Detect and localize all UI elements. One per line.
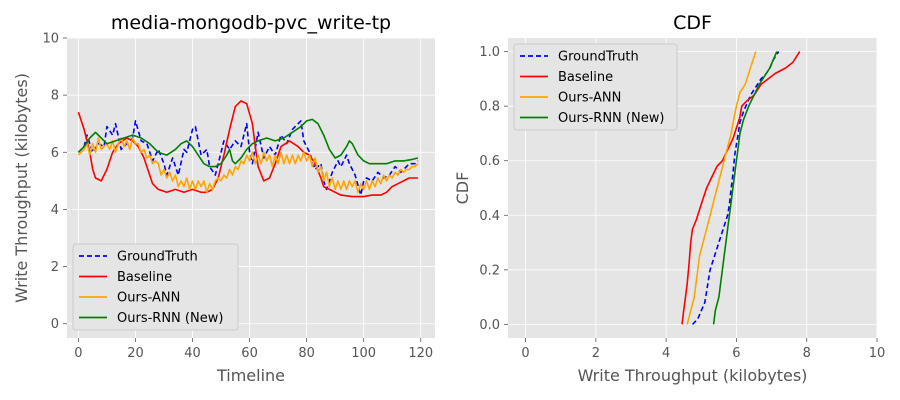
x-axis-label: Timeline bbox=[216, 366, 285, 385]
timeline-chart: 0 20 40 60 80 100 120 0 2 4 6 8 10 media-mongodb-pvc_… bbox=[12, 12, 435, 385]
y-tick-label: 0.6 bbox=[479, 154, 500, 169]
series-line-ours-ann bbox=[77, 137, 419, 194]
y-tick-label: 0 bbox=[51, 317, 59, 332]
x-tick-label: 20 bbox=[127, 346, 144, 361]
x-tick-label: 80 bbox=[298, 346, 315, 361]
y-tick-label: 0.2 bbox=[479, 263, 500, 278]
y-tick-label: 1.0 bbox=[479, 45, 500, 60]
y-tick-label: 6 bbox=[51, 146, 59, 161]
y-tick-label: 0.8 bbox=[479, 100, 500, 115]
y-tick-label: 10 bbox=[42, 32, 59, 47]
x-tick-label: 0 bbox=[74, 346, 82, 361]
legend-label-ours-ann: Ours-ANN bbox=[117, 291, 180, 306]
x-tick-label: 8 bbox=[803, 346, 811, 361]
y-tick-label: 8 bbox=[51, 89, 59, 104]
series-line-groundtruth bbox=[691, 51, 780, 325]
series-line-ours-ann bbox=[686, 51, 757, 325]
legend-label-groundtruth: GroundTruth bbox=[117, 250, 198, 265]
x-tick-label: 60 bbox=[241, 346, 258, 361]
x-tick-label: 2 bbox=[592, 346, 600, 361]
series-line-ours-rnn-new bbox=[77, 118, 419, 168]
legend-frame bbox=[513, 43, 678, 131]
x-tick-label: 10 bbox=[869, 346, 886, 361]
legend-label-ours-rnn-new: Ours-RNN (New) bbox=[117, 311, 223, 326]
x-axis-label: Write Throughput (kilobytes) bbox=[578, 366, 808, 385]
legend: GroundTruth Baseline Ours-ANN Ours-RNN (New… bbox=[513, 43, 678, 131]
y-tick-label: 0.0 bbox=[479, 318, 500, 333]
legend-label-baseline: Baseline bbox=[558, 70, 613, 85]
x-tick-label: 40 bbox=[184, 346, 201, 361]
y-tick-label: 2 bbox=[51, 260, 59, 275]
cdf-chart: 0 2 4 6 8 10 0.0 0.2 0.4 0.6 0.8 1.0 CDF Write Throug… bbox=[453, 12, 885, 385]
x-tick-label: 0 bbox=[521, 346, 529, 361]
legend-label-ours-ann: Ours-ANN bbox=[558, 91, 621, 106]
y-tick-label: 0.4 bbox=[479, 209, 500, 224]
x-tick-label: 120 bbox=[408, 346, 433, 361]
y-tick-label: 4 bbox=[51, 203, 59, 218]
legend-frame bbox=[72, 243, 239, 331]
series-line-ours-rnn-new bbox=[712, 51, 778, 325]
legend-label-baseline: Baseline bbox=[117, 270, 172, 285]
x-tick-label: 6 bbox=[732, 346, 740, 361]
x-tick-label: 100 bbox=[351, 346, 376, 361]
y-axis-label: CDF bbox=[453, 172, 472, 205]
legend-label-groundtruth: GroundTruth bbox=[558, 50, 639, 65]
x-tick-label: 4 bbox=[662, 346, 670, 361]
series-line-baseline bbox=[77, 100, 418, 198]
chart-title: CDF bbox=[673, 12, 712, 34]
chart-title: media-mongodb-pvc_write-tp bbox=[111, 12, 391, 34]
series-line-groundtruth bbox=[77, 120, 419, 196]
y-axis-label: Write Throughput (kilobytes) bbox=[12, 73, 31, 303]
legend: GroundTruth Baseline Ours-ANN Ours-RNN (New… bbox=[72, 243, 239, 331]
legend-label-ours-rnn-new: Ours-RNN (New) bbox=[558, 111, 664, 126]
